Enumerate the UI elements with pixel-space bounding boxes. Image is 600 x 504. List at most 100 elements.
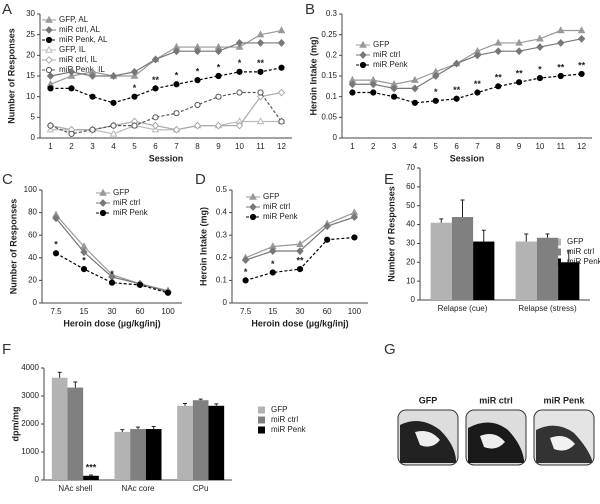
error-bar	[136, 426, 140, 430]
y-tick-label: 10	[406, 276, 415, 285]
marker	[474, 89, 481, 96]
significance: *	[133, 83, 137, 93]
marker	[411, 84, 419, 93]
marker	[473, 51, 482, 60]
marker	[452, 59, 461, 68]
significance: **	[495, 73, 503, 83]
legend-label: GFP, AL	[59, 15, 89, 24]
legend-marker	[45, 45, 53, 53]
marker	[193, 47, 202, 56]
error-bar	[120, 429, 125, 432]
significance: *	[196, 67, 200, 77]
error-bar	[481, 229, 486, 242]
image-blob	[415, 431, 440, 447]
y-tick-label: 30	[26, 9, 35, 18]
marker	[557, 39, 565, 47]
panel-letter: D	[195, 171, 206, 188]
marker	[242, 277, 249, 284]
marker	[256, 39, 265, 47]
x-tick-label: 11	[256, 142, 265, 151]
series-line	[352, 73, 582, 104]
x-tick-label: 100	[348, 307, 362, 316]
legend-marker	[45, 56, 53, 64]
y-tick-label: 70	[406, 163, 415, 172]
significance: *	[82, 255, 86, 265]
significance: *	[271, 259, 275, 269]
marker	[515, 38, 523, 46]
marker	[235, 39, 244, 47]
marker	[278, 64, 285, 71]
significance: *	[538, 64, 542, 74]
x-tick-label: 15	[80, 307, 89, 316]
marker	[110, 99, 117, 106]
marker	[348, 80, 357, 89]
y-tick-label: 1000	[21, 447, 39, 456]
x-tick-label: 3	[90, 142, 95, 151]
error-bar	[545, 233, 550, 238]
marker	[215, 72, 222, 80]
marker	[193, 121, 202, 130]
error-bar	[439, 218, 444, 223]
marker	[536, 74, 544, 82]
marker	[151, 55, 160, 64]
bar	[67, 387, 84, 480]
y-tick-label: 25	[26, 30, 35, 39]
legend-label: miR ctrl, AL	[59, 25, 100, 34]
legend-label: miR Penk	[263, 212, 299, 221]
marker	[80, 248, 88, 257]
marker	[411, 99, 419, 106]
significance: ***	[86, 462, 97, 472]
x-tick-label: 6	[153, 142, 158, 151]
bar	[114, 431, 131, 480]
y-tick-label: 0.25	[321, 30, 337, 39]
legend-marker	[359, 40, 367, 48]
marker	[369, 80, 377, 89]
y-tick-label: 20	[28, 276, 37, 285]
marker	[257, 89, 264, 96]
marker	[494, 47, 502, 56]
y-tick-label: 0.2	[216, 253, 228, 262]
marker	[557, 72, 564, 80]
x-tick-label: 5	[434, 142, 439, 151]
panel-g-images	[397, 409, 595, 466]
significance: **	[516, 69, 524, 79]
panel-letter: B	[305, 1, 315, 18]
x-tick-label: 15	[268, 307, 277, 316]
y-tick-label: 0.3	[216, 230, 228, 239]
x-tick-label: NAc shell	[58, 484, 92, 493]
significance: **	[474, 79, 482, 89]
marker	[131, 122, 138, 129]
marker	[277, 39, 286, 47]
marker	[194, 77, 201, 84]
legend-marker	[45, 66, 53, 74]
x-tick-label: 10	[235, 142, 244, 151]
image-caption: miR Penk	[543, 395, 585, 405]
marker	[277, 88, 286, 97]
marker	[214, 121, 223, 130]
legend-label: miR ctrl	[113, 198, 140, 207]
y-axis-label: Number of Responses	[6, 28, 16, 124]
x-axis-label: Heroin dose (µg/kg/inj)	[251, 318, 348, 328]
marker	[47, 122, 54, 129]
legend-swatch	[258, 426, 265, 434]
y-tick-label: 80	[28, 208, 37, 217]
legend-label: miR ctrl	[263, 202, 290, 211]
legend-label: GFP	[263, 192, 279, 201]
marker	[80, 266, 88, 273]
error-bar	[460, 199, 465, 218]
x-tick-label: 60	[136, 307, 145, 316]
bar	[515, 241, 537, 300]
x-tick-label: 8	[195, 142, 200, 151]
y-tick-label: 0.1	[326, 92, 338, 101]
x-tick-label: 100	[161, 307, 175, 316]
x-tick-label: 9	[517, 142, 522, 151]
error-bar	[151, 426, 156, 430]
image-caption: miR ctrl	[479, 395, 513, 405]
series-line	[55, 252, 169, 294]
y-tick-label: 20	[406, 257, 415, 266]
bar	[130, 429, 146, 480]
x-tick-label: 7.5	[240, 307, 252, 316]
marker	[515, 47, 523, 56]
marker	[109, 72, 118, 80]
